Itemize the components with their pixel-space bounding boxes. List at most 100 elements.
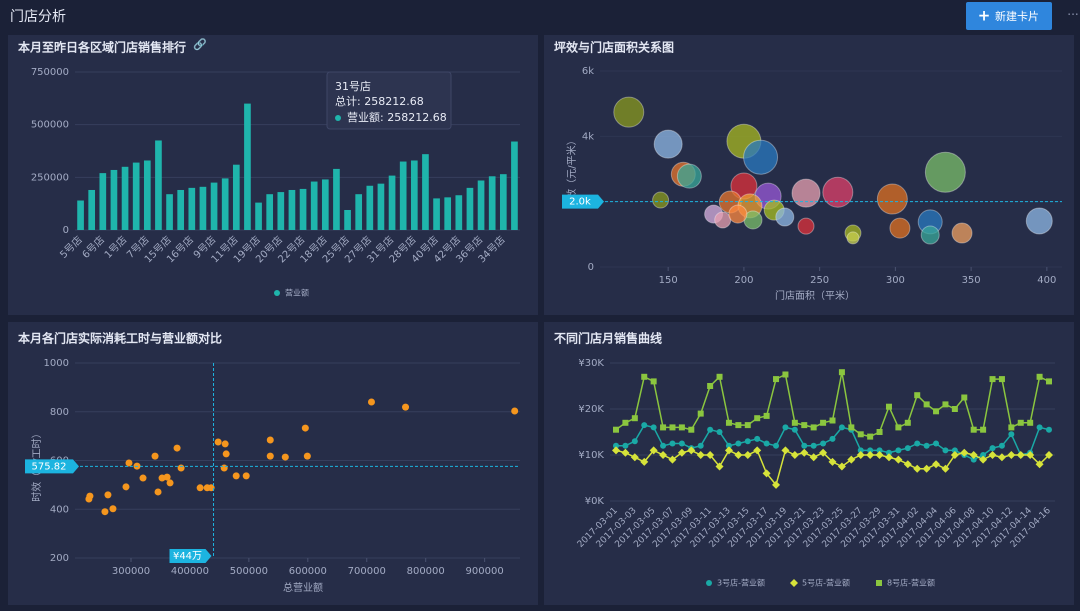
point	[773, 376, 780, 383]
chart-title: 本月各门店实际消耗工时与营业额对比	[18, 331, 222, 346]
point	[641, 373, 648, 380]
point	[613, 442, 619, 449]
x-tick-label: 400000	[171, 566, 209, 577]
point	[782, 371, 789, 378]
point	[800, 448, 809, 457]
point	[1036, 424, 1043, 431]
x-tick-label: 400	[1037, 275, 1056, 286]
y-tick-label: 4k	[582, 131, 594, 142]
point	[763, 412, 770, 419]
bar	[244, 103, 251, 230]
point	[997, 453, 1006, 462]
point	[922, 464, 931, 473]
point	[707, 426, 714, 433]
point	[970, 426, 977, 433]
bubble	[951, 222, 973, 244]
point	[706, 451, 715, 459]
more-icon[interactable]: ···	[1067, 8, 1078, 22]
y-tick-label: 0	[63, 225, 69, 236]
point	[214, 438, 222, 446]
legend-marker	[790, 579, 798, 587]
point	[163, 473, 171, 481]
bar	[99, 173, 107, 230]
point	[895, 447, 902, 454]
point	[1036, 373, 1043, 380]
bar	[433, 198, 440, 230]
point	[1045, 451, 1053, 459]
point	[904, 445, 911, 452]
point	[678, 440, 685, 447]
x-axis-label: 门店面积（平米）	[775, 289, 855, 302]
point	[222, 450, 230, 458]
y-tick-label: 1000	[44, 358, 69, 369]
point	[914, 440, 921, 447]
plus-icon: +	[978, 7, 991, 25]
bar	[455, 195, 463, 230]
button-label[interactable]: 新建卡片	[995, 9, 1039, 23]
point	[809, 453, 818, 462]
bar	[155, 140, 162, 230]
point	[1008, 424, 1015, 431]
point	[923, 442, 930, 449]
point	[903, 460, 912, 469]
legend-marker	[876, 580, 882, 586]
point	[989, 376, 996, 383]
x-tick-label: 300	[886, 275, 905, 286]
bar	[299, 188, 307, 230]
point	[301, 424, 309, 432]
bar	[310, 181, 318, 230]
point	[791, 419, 798, 426]
point	[303, 452, 311, 460]
bar	[199, 186, 207, 230]
bar	[466, 187, 474, 230]
link-icon[interactable]: 🔗	[193, 37, 207, 51]
new-card-button[interactable]	[966, 2, 1052, 30]
bar	[221, 178, 229, 230]
point	[125, 459, 133, 467]
y-tick-label: 750000	[31, 67, 69, 78]
point	[1008, 431, 1015, 438]
point	[220, 464, 228, 472]
y-tick-label: ¥30K	[578, 358, 604, 369]
point	[511, 407, 519, 415]
page-title: 门店分析	[10, 9, 66, 25]
bubble	[714, 211, 732, 229]
point	[641, 422, 648, 429]
bar	[410, 160, 418, 230]
x-tick-label: 250	[810, 275, 829, 286]
bar	[422, 154, 429, 230]
point	[914, 392, 921, 399]
bubble	[613, 96, 645, 128]
point	[697, 442, 704, 449]
point	[659, 451, 668, 459]
point	[951, 447, 958, 454]
panel	[8, 35, 538, 315]
y-tick-label: ¥20K	[578, 404, 604, 415]
point	[177, 464, 185, 472]
point	[650, 378, 657, 385]
point	[782, 424, 789, 431]
bubble	[728, 204, 748, 224]
chart-title: 本月至昨日各区域门店销售排行	[18, 40, 186, 55]
point	[848, 424, 855, 431]
y-tick-label: 500000	[31, 120, 69, 131]
point	[725, 442, 732, 449]
point	[622, 419, 629, 426]
point	[151, 452, 159, 460]
legend-label: 营业额	[285, 288, 309, 298]
bubble	[1025, 207, 1053, 235]
point	[876, 429, 883, 435]
point	[763, 440, 770, 447]
point	[857, 431, 864, 438]
point	[631, 415, 638, 422]
bar	[488, 176, 496, 230]
x-tick-label: 500000	[230, 566, 268, 577]
x-axis-label: 总营业额	[283, 581, 323, 594]
point	[867, 447, 874, 454]
point	[867, 433, 874, 440]
point	[913, 464, 922, 473]
tooltip: 31号店 总计: 258212.68 营业额: 258212.68	[326, 71, 452, 130]
point	[166, 479, 174, 487]
legend-marker	[706, 580, 712, 586]
